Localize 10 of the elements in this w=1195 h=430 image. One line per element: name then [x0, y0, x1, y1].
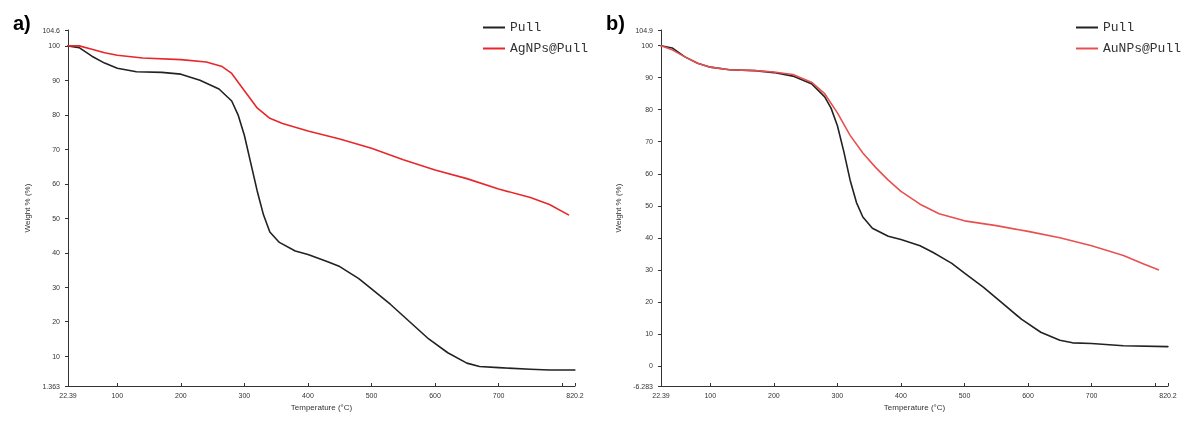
x-axis-title: Temperature (°C) [883, 403, 946, 413]
legend-label: AuNPs@Pull [1102, 41, 1182, 56]
y-axis-title: Weight % (%) [23, 183, 33, 233]
legend-label: AgNPs@Pull [509, 41, 589, 56]
x-axis-title: Temperature (°C) [290, 403, 353, 413]
legend-label: Pull [509, 20, 542, 35]
chart-title: b) [606, 12, 625, 34]
y-axis-title: Weight % (%) [613, 183, 623, 233]
chart-title: a) [13, 12, 31, 34]
legend-label: Pull [1102, 20, 1135, 35]
